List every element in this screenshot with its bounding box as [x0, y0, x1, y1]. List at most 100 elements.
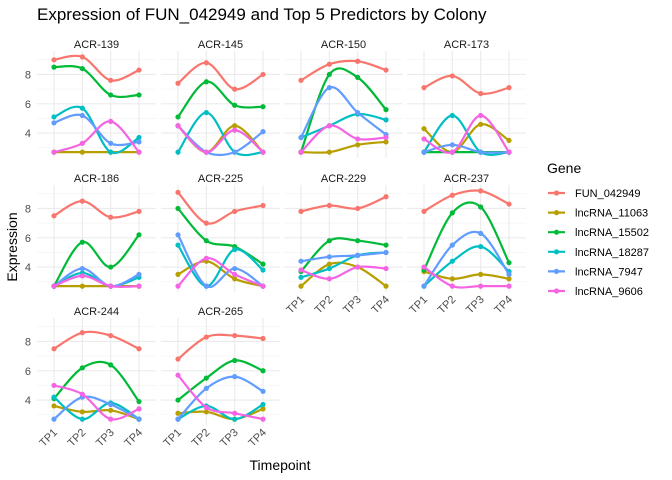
- legend-items: FUN_042949 lncRNA_11063 lncRNA_15502 lncRNA…: [548, 188, 649, 298]
- data-point-fun_042949-tp2: [203, 220, 209, 226]
- data-point-lncrna_7947-tp3: [108, 401, 114, 408]
- y-axis-title: Expression: [4, 212, 20, 281]
- data-point-lncrna_7947-tp1: [421, 149, 427, 155]
- data-point-fun_042949-tp3: [232, 86, 238, 92]
- x-tick-label: TP3: [94, 427, 117, 450]
- facet-panel-acr-186: ACR-186 4 6 8: [25, 173, 156, 292]
- series-line-lncrna_7947: [53, 267, 140, 288]
- data-point-lncrna_15502-tp4: [136, 398, 142, 405]
- data-point-lncrna_7947-tp3: [108, 140, 114, 146]
- panel-grid: [161, 185, 280, 292]
- data-point-lncrna_7947-tp4: [260, 388, 266, 394]
- data-point-lncrna_9606-tp2: [79, 273, 85, 279]
- data-point-lncrna_7947-tp1: [51, 416, 57, 422]
- y-tick-label: 4: [25, 128, 31, 140]
- data-point-lncrna_15502-tp3: [478, 204, 484, 210]
- legend-label: lncRNA_18287: [575, 247, 649, 259]
- data-point-lncrna_18287-tp4: [260, 401, 266, 408]
- data-point-lncrna_7947-tp4: [136, 139, 142, 145]
- data-point-lncrna_11063-tp1: [421, 126, 427, 132]
- data-point-lncrna_9606-tp1: [298, 267, 304, 273]
- data-point-fun_042949-tp2: [203, 334, 209, 340]
- data-point-fun_042949-tp3: [108, 214, 114, 220]
- data-point-fun_042949-tp3: [355, 58, 361, 64]
- data-point-lncrna_9606-tp4: [383, 134, 389, 141]
- facet-strip-label: ACR-186: [74, 173, 119, 185]
- data-point-lncrna_7947-tp3: [355, 252, 361, 258]
- facet-panel-acr-229: ACR-229 TP1 TP2 TP3 TP4: [284, 173, 403, 316]
- legend-key-point: [553, 268, 560, 274]
- legend-item-lncrna_9606: lncRNA_9606: [548, 286, 643, 298]
- data-point-lncrna_9606-tp1: [51, 283, 57, 289]
- data-point-lncrna_15502-tp2: [79, 65, 85, 72]
- data-point-lncrna_11063-tp2: [326, 149, 332, 155]
- series-line-fun_042949: [53, 54, 140, 82]
- data-point-fun_042949-tp3: [108, 77, 114, 83]
- x-tick-label: TP2: [66, 427, 89, 450]
- data-point-lncrna_15502-tp1: [51, 64, 57, 70]
- facet-strip-label: ACR-173: [444, 39, 489, 51]
- data-point-lncrna_15502-tp2: [79, 365, 85, 371]
- data-point-lncrna_15502-tp2: [326, 71, 332, 78]
- data-point-lncrna_15502-tp1: [175, 397, 181, 403]
- x-tick-label: TP1: [161, 427, 184, 450]
- series-line-fun_042949: [300, 59, 387, 82]
- data-point-fun_042949-tp2: [449, 73, 455, 79]
- data-point-lncrna_15502-tp2: [203, 79, 209, 85]
- data-point-fun_042949-tp4: [136, 67, 142, 73]
- data-point-fun_042949-tp2: [326, 202, 332, 209]
- data-point-fun_042949-tp3: [232, 332, 238, 339]
- data-point-lncrna_7947-tp3: [232, 149, 238, 155]
- data-point-lncrna_7947-tp4: [506, 271, 512, 278]
- data-point-lncrna_18287-tp2: [449, 258, 455, 264]
- data-point-lncrna_15502-tp4: [383, 242, 389, 248]
- data-point-fun_042949-tp1: [51, 213, 57, 219]
- data-point-lncrna_7947-tp4: [136, 416, 142, 422]
- data-point-lncrna_7947-tp3: [232, 374, 238, 380]
- data-point-lncrna_11063-tp1: [175, 410, 181, 416]
- data-point-lncrna_15502-tp2: [203, 238, 209, 244]
- data-point-lncrna_9606-tp3: [108, 416, 114, 422]
- data-point-lncrna_9606-tp1: [175, 123, 181, 129]
- data-point-fun_042949-tp1: [175, 80, 181, 86]
- x-tick-label: TP2: [313, 294, 336, 317]
- data-point-lncrna_9606-tp2: [203, 404, 209, 411]
- facet-panel-acr-244: ACR-244 4 6 8 TP1 TP2 TP3 TP4: [25, 306, 156, 449]
- series-line-lncrna_9606: [53, 120, 140, 154]
- data-point-lncrna_15502-tp2: [203, 375, 209, 381]
- series-line-lncrna_15502: [300, 237, 387, 273]
- data-point-fun_042949-tp4: [260, 335, 266, 342]
- data-point-lncrna_9606-tp1: [175, 283, 181, 289]
- data-point-lncrna_11063-tp1: [298, 283, 304, 289]
- data-point-lncrna_9606-tp2: [79, 391, 85, 397]
- data-point-fun_042949-tp2: [79, 330, 85, 336]
- data-point-lncrna_15502-tp1: [175, 114, 181, 120]
- data-point-lncrna_18287-tp4: [136, 134, 142, 141]
- series-line-lncrna_9606: [423, 114, 510, 154]
- data-point-fun_042949-tp4: [383, 67, 389, 73]
- data-point-lncrna_7947-tp1: [51, 120, 57, 126]
- x-tick-label: TP4: [246, 427, 269, 450]
- series-line-fun_042949: [53, 330, 140, 350]
- facet-strip-label: ACR-265: [198, 306, 243, 318]
- data-point-fun_042949-tp4: [506, 85, 512, 91]
- series-line-lncrna_9606: [177, 257, 264, 288]
- data-point-lncrna_15502-tp4: [136, 232, 142, 238]
- x-tick-label: TP4: [122, 427, 145, 450]
- series-line-lncrna_9606: [53, 274, 140, 288]
- data-point-lncrna_9606-tp4: [506, 283, 512, 289]
- data-point-lncrna_7947-tp1: [298, 134, 304, 141]
- data-point-lncrna_9606-tp4: [136, 283, 142, 289]
- y-tick-label: 8: [25, 203, 31, 215]
- data-point-lncrna_7947-tp3: [478, 230, 484, 236]
- facet-strip-label: ACR-150: [321, 39, 366, 51]
- data-point-lncrna_18287-tp4: [260, 267, 266, 273]
- legend-title: Gene: [547, 160, 581, 176]
- data-point-lncrna_18287-tp3: [108, 149, 114, 155]
- series-line-lncrna_18287: [177, 111, 264, 157]
- data-point-lncrna_15502-tp4: [260, 368, 266, 374]
- data-point-lncrna_9606-tp3: [108, 118, 114, 124]
- x-tick-label: TP3: [464, 294, 487, 317]
- data-point-lncrna_7947-tp4: [383, 249, 389, 256]
